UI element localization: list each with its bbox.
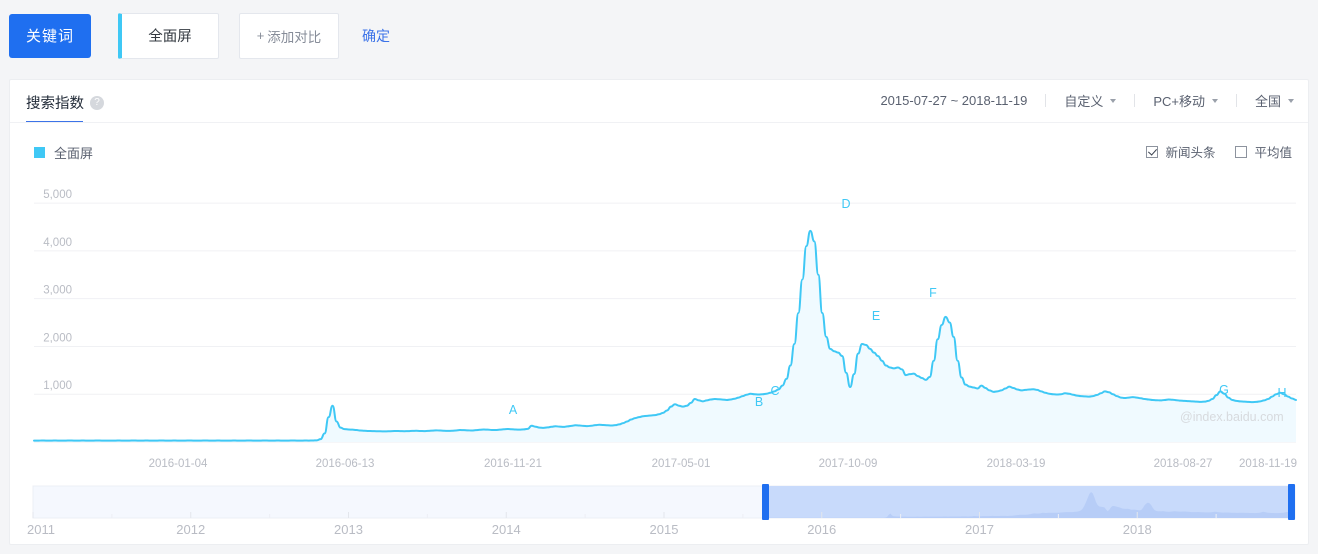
checkbox-average-label: 平均值 xyxy=(1254,146,1292,160)
region-select[interactable]: 全国 xyxy=(1255,91,1294,110)
x-axis-tick-label: 2018-08-27 xyxy=(1154,458,1213,470)
plus-icon: + xyxy=(256,28,265,43)
divider xyxy=(1045,94,1047,107)
slider-handle-left[interactable] xyxy=(762,484,769,520)
peak-marker-h[interactable]: H xyxy=(1277,386,1286,400)
chart-options: 新闻头条 平均值 xyxy=(1126,142,1292,161)
slider-year-label: 2012 xyxy=(176,522,205,537)
chevron-down-icon xyxy=(1288,98,1294,103)
series-area-quanmianping xyxy=(34,230,1296,442)
confirm-button[interactable]: 确定 xyxy=(362,26,390,46)
y-axis-tick-label: 3,000 xyxy=(43,285,72,297)
peak-marker-a[interactable]: A xyxy=(509,403,518,417)
card-header: 搜索指数 ? 2015-07-27 ~ 2018-11-19 自定义 PC+移动… xyxy=(10,80,1308,124)
slider-year-label: 2016 xyxy=(807,522,836,537)
grid-lines xyxy=(34,202,1296,443)
keyword-chip-quanmianping[interactable]: 全面屏 xyxy=(118,12,219,59)
x-axis-tick-label: 2016-01-04 xyxy=(149,458,208,470)
slider-year-label: 2015 xyxy=(650,522,679,537)
tab-search-index[interactable]: 搜索指数 ? xyxy=(26,92,104,113)
chevron-down-icon xyxy=(1110,98,1117,103)
y-axis-tick-label: 4,000 xyxy=(43,237,72,249)
chart-svg: 1,000 2,000 3,000 4,000 5,000 A BC D E F G H @inde… xyxy=(33,189,1297,470)
slider-year-label: 2018 xyxy=(1123,522,1152,537)
top-toolbar: 关键词 全面屏 + 添加对比 确定 xyxy=(0,0,1318,71)
x-axis-tick-label: 2018-03-19 xyxy=(987,458,1046,470)
x-axis-tick-label: 2017-10-09 xyxy=(819,458,878,470)
divider xyxy=(1235,94,1237,107)
period-select-label: 自定义 xyxy=(1064,94,1104,109)
chevron-down-icon xyxy=(1211,98,1218,103)
legend-row: 全面屏 新闻头条 平均值 xyxy=(10,138,1308,166)
legend-label: 全面屏 xyxy=(54,146,94,161)
add-compare-label: 添加对比 xyxy=(267,29,322,45)
y-axis-tick-label: 5,000 xyxy=(43,189,72,201)
peak-marker-e[interactable]: E xyxy=(872,309,880,323)
timeline-range-slider[interactable]: 2011 2012 2013 2014 2015 2016 2017 2018 xyxy=(9,404,1309,554)
date-range-display[interactable]: 2015-07-27 ~ 2018-11-19 xyxy=(880,93,1028,108)
confirm-label: 确定 xyxy=(362,27,390,44)
legend-item-quanmianping[interactable]: 全面屏 xyxy=(34,143,93,162)
keyword-button-label: 关键词 xyxy=(25,28,74,45)
y-axis-tick-label: 2,000 xyxy=(43,332,72,344)
add-compare-button[interactable]: + 添加对比 xyxy=(239,12,339,59)
slider-year-label: 2014 xyxy=(492,522,521,537)
peak-markers[interactable]: A BC D E F G H xyxy=(509,197,1287,417)
slider-year-label: 2013 xyxy=(334,522,363,537)
watermark: @index.baidu.com xyxy=(1180,410,1284,424)
y-axis-labels: 1,000 2,000 3,000 4,000 5,000 xyxy=(43,189,72,392)
slider-handle-right[interactable] xyxy=(1288,484,1295,520)
region-select-label: 全国 xyxy=(1254,94,1281,109)
y-axis-tick-label: 1,000 xyxy=(43,380,72,392)
checkbox-news-label: 新闻头条 xyxy=(1165,146,1216,160)
period-select[interactable]: 自定义 xyxy=(1064,91,1117,110)
header-controls: 2015-07-27 ~ 2018-11-19 自定义 PC+移动 全国 xyxy=(880,91,1294,110)
device-select-label: PC+移动 xyxy=(1153,94,1205,109)
checkbox-box xyxy=(1146,145,1159,158)
x-axis-tick-label: 2018-11-19 xyxy=(1239,458,1297,470)
keyword-chip-label: 全面屏 xyxy=(148,29,192,45)
slider-mini-trend xyxy=(765,492,1295,518)
peak-marker-f[interactable]: F xyxy=(929,286,937,300)
peak-marker-c[interactable]: C xyxy=(770,384,779,398)
x-axis-tick-label: 2016-06-13 xyxy=(316,458,375,470)
help-icon[interactable]: ? xyxy=(90,95,104,110)
legend-swatch xyxy=(34,147,45,158)
slider-year-label: 2017 xyxy=(965,522,994,537)
checkbox-average[interactable]: 平均值 xyxy=(1235,142,1292,161)
header-divider xyxy=(10,122,1308,123)
keyword-button[interactable]: 关键词 xyxy=(9,13,91,58)
slider-year-label: 2011 xyxy=(27,522,55,537)
range-slider-svg: 2011 2012 2013 2014 2015 2016 2017 2018 xyxy=(27,484,1296,537)
trend-card: 搜索指数 ? 2015-07-27 ~ 2018-11-19 自定义 PC+移动… xyxy=(9,79,1309,545)
series-line-quanmianping xyxy=(33,229,1297,442)
tab-search-index-label: 搜索指数 xyxy=(26,96,84,112)
peak-marker-d[interactable]: D xyxy=(841,197,850,211)
slider-ticks xyxy=(32,512,1217,518)
divider xyxy=(1134,94,1136,107)
slider-year-labels: 2011 2012 2013 2014 2015 2016 2017 2018 xyxy=(27,522,1152,537)
checkbox-news-headlines[interactable]: 新闻头条 xyxy=(1146,142,1215,161)
device-select[interactable]: PC+移动 xyxy=(1153,91,1218,110)
peak-marker-b[interactable]: B xyxy=(755,395,763,409)
x-axis-tick-label: 2016-11-21 xyxy=(484,458,542,470)
peak-marker-g[interactable]: G xyxy=(1219,383,1229,397)
checkbox-box xyxy=(1235,145,1248,158)
x-axis-tick-label: 2017-05-01 xyxy=(652,458,711,470)
x-axis-labels: 2016-01-04 2016-06-13 2016-11-21 2017-05-01… xyxy=(149,458,1297,470)
